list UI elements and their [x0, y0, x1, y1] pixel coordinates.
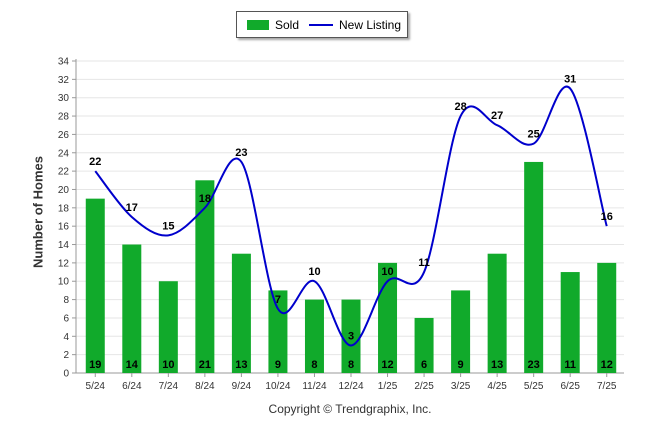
sold-bar [597, 262, 617, 373]
line-layer [94, 85, 608, 347]
new-listing-data-label: 15 [162, 220, 174, 232]
sold-data-label: 6 [421, 359, 427, 371]
y-axis-label: Number of Homes [30, 156, 46, 268]
y-tick-label: 26 [58, 130, 70, 141]
x-tick-label: 3/25 [451, 381, 471, 392]
x-tick-label: 4/25 [487, 381, 507, 392]
new-listing-data-label: 7 [275, 294, 281, 306]
y-tick-label: 2 [63, 350, 69, 361]
legend-sold-label: Sold [275, 18, 300, 32]
x-tick-label: 6/25 [560, 381, 580, 392]
x-tick-label: 1/25 [378, 381, 398, 392]
y-tick-label: 12 [58, 258, 70, 269]
new-listing-data-label: 27 [491, 110, 503, 122]
new-listing-data-label: 10 [381, 266, 393, 278]
sold-data-label: 14 [126, 359, 139, 371]
new-listing-data-label: 11 [418, 257, 430, 269]
sold-bar [341, 299, 361, 373]
sold-data-label: 8 [348, 359, 354, 371]
x-tick-label: 8/24 [195, 381, 215, 392]
x-tick-label: 10/24 [265, 381, 290, 392]
sold-bar [451, 290, 471, 373]
new-listing-data-label: 16 [601, 211, 613, 223]
y-tick-label: 4 [63, 332, 69, 343]
sold-data-label: 9 [275, 359, 281, 371]
y-tick-label: 24 [58, 148, 70, 159]
sold-bar [268, 290, 288, 373]
y-tick-label: 34 [58, 57, 70, 68]
new-listing-data-label: 10 [308, 266, 320, 278]
sold-data-label: 13 [235, 359, 247, 371]
sold-data-label: 13 [491, 359, 503, 371]
sold-bar [524, 161, 544, 373]
x-tick-label: 2/25 [414, 381, 434, 392]
sold-bar [304, 299, 324, 373]
bar-layer [85, 161, 617, 373]
sold-data-label: 11 [564, 359, 576, 371]
y-tick-label: 6 [63, 313, 69, 324]
sold-data-label: 9 [458, 359, 464, 371]
x-tick-label: 7/24 [159, 381, 179, 392]
legend-new-listing-label: New Listing [339, 18, 402, 32]
sold-data-label: 10 [162, 359, 174, 371]
sold-bar [560, 272, 580, 373]
y-tick-label: 20 [58, 185, 70, 196]
x-tick-label: 12/24 [338, 381, 363, 392]
new-listing-line [94, 85, 608, 347]
y-tick-label: 30 [58, 93, 70, 104]
new-listing-data-label: 22 [89, 156, 101, 168]
y-tick-label: 0 [63, 369, 69, 380]
legend: Sold New Listing [236, 11, 408, 38]
sold-data-label: 8 [311, 359, 317, 371]
x-tick-label: 9/24 [232, 381, 252, 392]
sold-data-label: 21 [199, 359, 211, 371]
x-tick-label: 6/24 [122, 381, 142, 392]
y-tick-label: 10 [58, 277, 70, 288]
new-listing-data-label: 31 [564, 74, 576, 86]
legend-sold-swatch [247, 20, 269, 30]
y-tick-label: 28 [58, 112, 70, 123]
new-listing-data-label: 28 [454, 101, 466, 113]
new-listing-data-label: 17 [126, 202, 138, 214]
y-tick-label: 8 [63, 295, 69, 306]
sold-bar [414, 317, 434, 373]
sold-data-label: 12 [601, 359, 613, 371]
sold-data-label: 12 [381, 359, 393, 371]
x-tick-label: 5/25 [524, 381, 544, 392]
sold-bar [378, 262, 398, 373]
label-layer: 19 14 10 21 13 9 8 8 12 6 9 13 23 11 12221715182371031… [89, 74, 613, 371]
y-tick-label: 22 [58, 167, 70, 178]
copyright-text: Copyright © Trendgraphix, Inc. [268, 402, 432, 416]
sold-bar [487, 253, 507, 373]
sold-bar [158, 281, 178, 373]
y-tick-label: 32 [58, 75, 70, 86]
legend-new-listing-line [309, 24, 333, 26]
x-tick-label: 7/25 [597, 381, 617, 392]
new-listing-data-label: 23 [235, 147, 247, 159]
new-listing-data-label: 18 [199, 193, 211, 205]
sold-data-label: 19 [89, 359, 101, 371]
x-tick-label: 5/24 [86, 381, 106, 392]
sold-bar [85, 198, 105, 373]
sold-data-label: 23 [528, 359, 540, 371]
x-tick-label: 11/24 [302, 381, 327, 392]
y-tick-label: 18 [58, 203, 70, 214]
y-tick-label: 14 [58, 240, 70, 251]
y-tick-label: 16 [58, 222, 70, 233]
new-listing-data-label: 25 [528, 129, 540, 141]
sold-bar [231, 253, 251, 373]
sold-bar [195, 180, 215, 373]
sold-bar [122, 244, 142, 373]
new-listing-data-label: 3 [348, 330, 354, 342]
